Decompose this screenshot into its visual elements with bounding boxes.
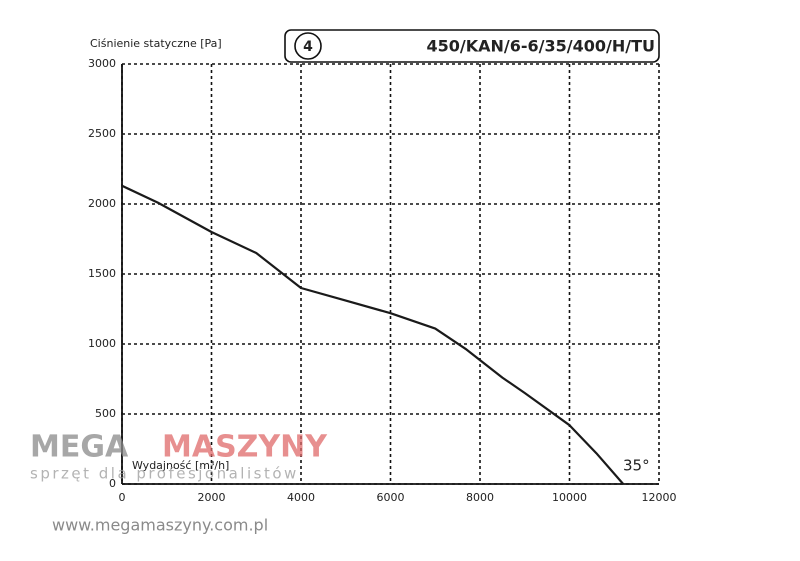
x-tick-label: 2000 (198, 491, 226, 504)
title-box (284, 29, 660, 63)
x-tick-label: 10000 (552, 491, 587, 504)
y-tick-label: 0 (109, 477, 116, 490)
x-tick-label: 6000 (377, 491, 405, 504)
x-tick-label: 0 (119, 491, 126, 504)
x-tick-label: 4000 (287, 491, 315, 504)
plot-area: 0 500 1000 1500 2000 2500 3000 0 2000 4000 6000 800… (88, 57, 677, 504)
y-tick-label: 500 (95, 407, 116, 420)
badge-circle (294, 32, 322, 60)
y-tick-label: 2500 (88, 127, 116, 140)
badge: 4 (303, 39, 313, 55)
watermark: MEGA MASZYNY sprzęt dla profesjonalistów (30, 430, 328, 483)
x-axis-label: Wydajność [m³/h] (132, 459, 229, 472)
watermark-brand: MASZYNY (162, 430, 328, 465)
data-line (121, 184, 625, 485)
annotation: 35° (623, 457, 650, 475)
watermark-tagline: sprzęt dla profesjonalistów (30, 465, 299, 483)
y-axis-label: Ciśnienie statyczne [Pa] (90, 37, 222, 50)
y-tick-label: 2000 (88, 197, 116, 210)
y-tick-label: 3000 (88, 57, 116, 70)
y-tick-label: 1500 (88, 267, 116, 280)
chart-title: 450/KAN/6-6/35/400/H/TU (427, 37, 656, 56)
watermark-brand: MEGA (30, 430, 129, 465)
y-tick-label: 1000 (88, 337, 116, 350)
x-tick-label: 12000 (642, 491, 677, 504)
x-tick-label: 8000 (466, 491, 494, 504)
watermark-url: www.megamaszyny.com.pl (52, 516, 268, 535)
